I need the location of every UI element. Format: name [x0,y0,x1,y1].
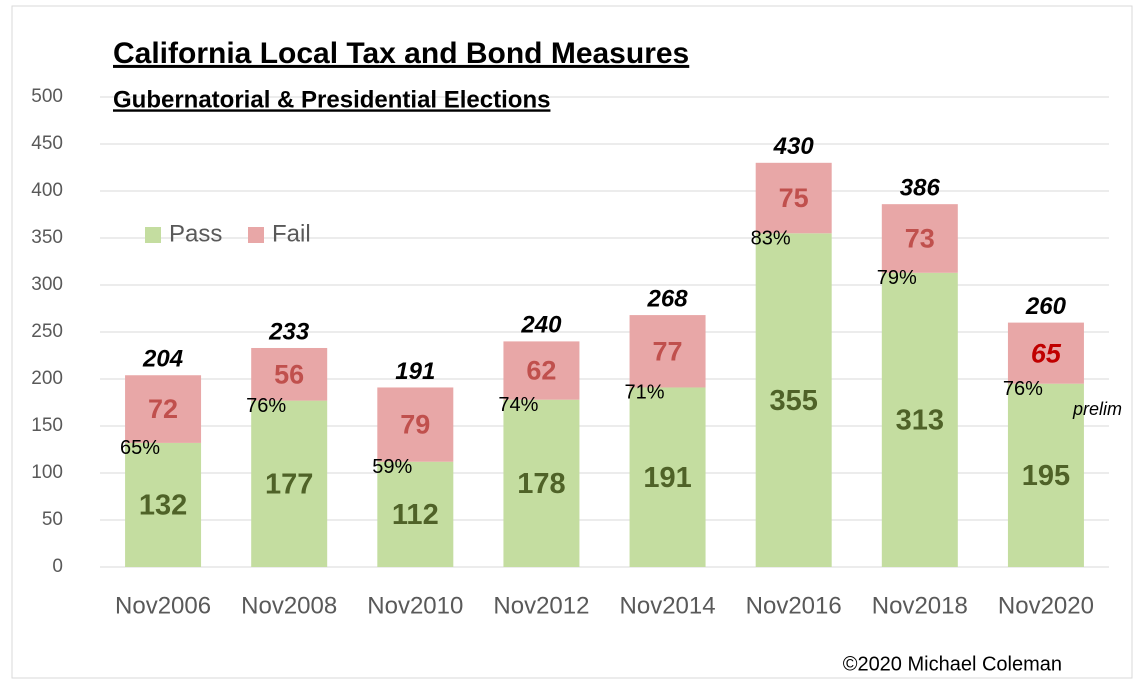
y-tick-label: 300 [31,274,63,295]
y-tick-label: 50 [42,509,63,530]
pass-share-label: 76% [1003,378,1043,400]
bar-segment [503,341,580,400]
total-label: 268 [647,285,689,312]
bar-segment [1007,383,1084,567]
bar-segment [377,461,454,567]
bar-segment [881,204,958,273]
bar-value-label: 132 [139,490,187,522]
bar-value-label: 112 [392,499,439,531]
pass-share-label: 83% [751,228,791,250]
bar-value-label: 62 [526,356,556,386]
y-tick-label: 500 [31,86,63,107]
y-tick-label: 0 [52,556,63,577]
legend-swatch [248,227,264,243]
y-tick-label: 150 [31,415,63,436]
pass-share-label: 71% [625,382,665,404]
bar-value-label: 72 [148,394,178,424]
pass-share-label: 79% [877,267,917,289]
total-label: 233 [268,318,310,345]
bar-value-label: 313 [896,405,944,437]
bar-segment [125,442,202,567]
bar-value-label: 191 [643,462,691,494]
pass-share-label: 65% [120,437,160,459]
y-tick-label: 100 [31,462,63,483]
footer: ©2020 Michael Coleman [843,653,1062,675]
bar-segment [881,272,958,567]
bar-segment [629,315,706,388]
bar-segment [1007,322,1084,384]
bar-value-label: 355 [769,385,817,417]
x-tick-label: Nov2014 [620,592,716,619]
bar-value-label: 177 [265,468,313,500]
bar-segment [377,387,454,462]
bar-segment [755,233,832,568]
pass-share-label: 76% [246,395,286,417]
legend-swatch [145,227,161,243]
pass-share-label: 74% [498,394,538,416]
pass-share-label: 59% [372,456,412,478]
total-label: 204 [142,346,183,373]
bar-value-label: 56 [274,359,304,389]
total-label: 191 [395,358,435,385]
y-tick-label: 200 [31,368,63,389]
bar-value-label: 65 [1031,338,1062,368]
bar-segment [503,399,580,567]
bar-segment [251,347,328,401]
bar-value-label: 77 [653,336,683,366]
x-tick-label: Nov2012 [493,592,589,619]
bar-value-label: 73 [905,224,935,254]
x-tick-label: Nov2016 [746,592,842,619]
chart-title: California Local Tax and Bond Measures [113,37,689,70]
y-tick-label: 250 [31,321,63,342]
total-label: 260 [1025,293,1067,320]
y-tick-label: 400 [31,180,63,201]
bar-value-label: 79 [400,410,430,440]
y-tick-label: 450 [31,133,63,154]
bar-segment [755,162,832,234]
bar-value-label: 178 [517,468,565,500]
total-label: 430 [773,133,815,160]
bar-segment [629,387,706,567]
x-tick-label: Nov2018 [872,592,968,619]
total-label: 240 [520,312,562,339]
legend-label: Pass [169,220,222,247]
x-tick-label: Nov2010 [367,592,463,619]
bar-value-label: 75 [779,183,809,213]
x-tick-label: Nov2008 [241,592,337,619]
bar-segment [125,375,202,443]
x-tick-label: Nov2020 [998,592,1094,619]
chart-subtitle: Gubernatorial & Presidential Elections [113,86,550,113]
bar-value-label: 195 [1022,460,1070,492]
bar-segment [251,400,328,567]
x-tick-label: Nov2006 [115,592,211,619]
marks [125,162,1084,568]
legend-label: Fail [272,220,311,247]
total-label: 386 [900,175,941,202]
annotation: prelim [1072,399,1122,419]
y-tick-label: 350 [31,227,63,248]
